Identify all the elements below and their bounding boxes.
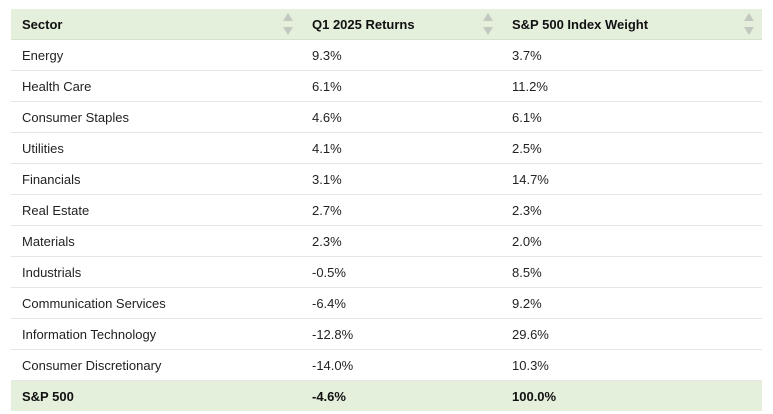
total-returns-cell: -4.6% [301, 380, 501, 411]
table-row: Real Estate 2.7% 2.3% [11, 194, 762, 226]
total-row: S&P 500 -4.6% 100.0% [11, 380, 762, 411]
returns-cell: 6.1% [301, 70, 501, 102]
sort-arrows-icon[interactable] [283, 13, 293, 35]
column-header-label: Q1 2025 Returns [312, 16, 415, 32]
table-row: Energy 9.3% 3.7% [11, 39, 762, 71]
table-body: Energy 9.3% 3.7% Health Care 6.1% 11.2% Consum… [11, 39, 762, 381]
returns-cell: 3.1% [301, 163, 501, 195]
returns-cell: -0.5% [301, 256, 501, 288]
column-header-q1-returns[interactable]: Q1 2025 Returns [301, 9, 501, 40]
returns-cell: 4.6% [301, 101, 501, 133]
column-header-label: S&P 500 Index Weight [512, 16, 649, 32]
weight-cell: 6.1% [501, 101, 762, 133]
sector-cell: Financials [11, 163, 301, 195]
weight-cell: 2.0% [501, 225, 762, 257]
total-weight-cell: 100.0% [501, 380, 762, 411]
weight-cell: 8.5% [501, 256, 762, 288]
weight-cell: 14.7% [501, 163, 762, 195]
sector-cell: Health Care [11, 70, 301, 102]
table-row: Information Technology -12.8% 29.6% [11, 318, 762, 350]
sort-arrows-icon[interactable] [483, 13, 493, 35]
sector-cell: Information Technology [11, 318, 301, 350]
returns-cell: -14.0% [301, 349, 501, 381]
sector-cell: Materials [11, 225, 301, 257]
returns-cell: 4.1% [301, 132, 501, 164]
returns-cell: 2.7% [301, 194, 501, 226]
table-row: Utilities 4.1% 2.5% [11, 132, 762, 164]
returns-cell: -12.8% [301, 318, 501, 350]
sector-returns-table: Sector Q1 2025 Returns S&P 500 Index Wei… [11, 9, 762, 411]
sector-cell: Communication Services [11, 287, 301, 319]
sector-cell: Consumer Discretionary [11, 349, 301, 381]
table-footer: S&P 500 -4.6% 100.0% [11, 380, 762, 411]
header-row: Sector Q1 2025 Returns S&P 500 Index Wei… [11, 9, 762, 40]
column-header-label: Sector [22, 16, 63, 32]
column-header-index-weight[interactable]: S&P 500 Index Weight [501, 9, 762, 40]
table-row: Health Care 6.1% 11.2% [11, 70, 762, 102]
table-row: Communication Services -6.4% 9.2% [11, 287, 762, 319]
sector-cell: Energy [11, 39, 301, 71]
weight-cell: 2.3% [501, 194, 762, 226]
returns-cell: 2.3% [301, 225, 501, 257]
sector-cell: Utilities [11, 132, 301, 164]
table-row: Consumer Staples 4.6% 6.1% [11, 101, 762, 133]
table-header: Sector Q1 2025 Returns S&P 500 Index Wei… [11, 9, 762, 40]
sector-cell: Industrials [11, 256, 301, 288]
weight-cell: 10.3% [501, 349, 762, 381]
returns-cell: -6.4% [301, 287, 501, 319]
table-row: Consumer Discretionary -14.0% 10.3% [11, 349, 762, 381]
weight-cell: 29.6% [501, 318, 762, 350]
weight-cell: 3.7% [501, 39, 762, 71]
returns-cell: 9.3% [301, 39, 501, 71]
column-header-sector[interactable]: Sector [11, 9, 301, 40]
total-sector-cell: S&P 500 [11, 380, 301, 411]
weight-cell: 9.2% [501, 287, 762, 319]
sector-cell: Real Estate [11, 194, 301, 226]
weight-cell: 11.2% [501, 70, 762, 102]
sector-returns-table-container: Sector Q1 2025 Returns S&P 500 Index Wei… [11, 9, 762, 411]
sector-cell: Consumer Staples [11, 101, 301, 133]
table-row: Materials 2.3% 2.0% [11, 225, 762, 257]
sort-arrows-icon[interactable] [744, 13, 754, 35]
table-row: Industrials -0.5% 8.5% [11, 256, 762, 288]
weight-cell: 2.5% [501, 132, 762, 164]
table-row: Financials 3.1% 14.7% [11, 163, 762, 195]
